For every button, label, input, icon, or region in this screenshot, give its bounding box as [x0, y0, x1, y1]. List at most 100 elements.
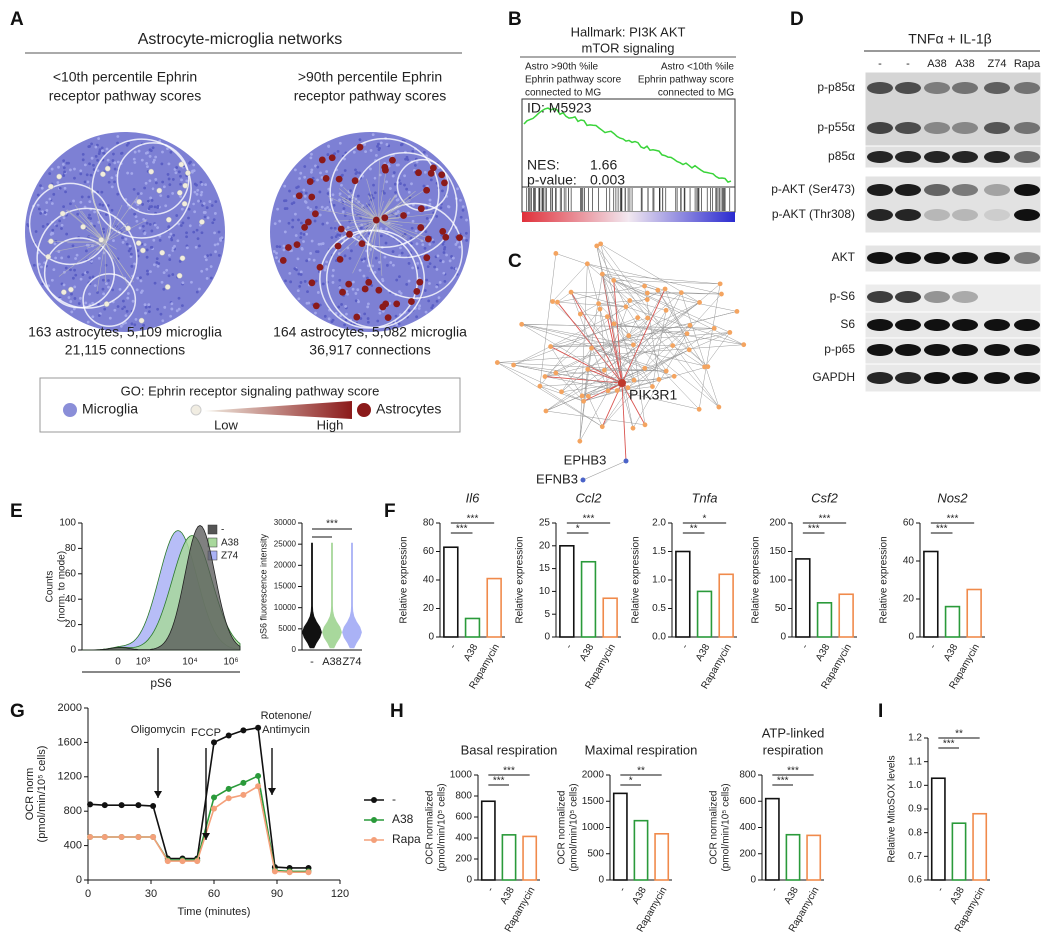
gene-node [655, 287, 661, 293]
gene-node [631, 377, 637, 383]
microglia-node [170, 238, 174, 242]
microglia-node [458, 245, 462, 249]
y-tick-label: 1600 [58, 736, 82, 748]
connection [58, 241, 106, 277]
microglia-node [139, 192, 143, 195]
microglia-node [405, 155, 409, 159]
chart-title: Ccl2 [575, 490, 602, 505]
bar [944, 605, 961, 638]
y-tick-label: 1.0 [652, 575, 666, 586]
y-tick-label: 80 [423, 518, 435, 529]
interaction [613, 280, 648, 294]
microglia-node [67, 296, 71, 299]
connection [67, 241, 106, 244]
microglia-node [149, 196, 153, 200]
astrocyte-node [429, 164, 437, 172]
blot-band [1014, 122, 1040, 134]
y-tick-label: 5 [544, 609, 550, 620]
y-tick-label: 1.2 [908, 733, 922, 744]
microglia-node [291, 218, 295, 222]
microglia-node [374, 154, 378, 157]
cluster-outline [366, 202, 463, 299]
microglia-node [197, 199, 200, 203]
microglia-node [202, 211, 206, 214]
interaction [625, 306, 667, 372]
microglia-node [325, 260, 329, 264]
microglia-node [351, 280, 355, 284]
microglia-node [36, 193, 40, 197]
blot-band [924, 82, 950, 94]
gene-node [598, 241, 604, 247]
microglia-node [205, 267, 209, 271]
p-label: p-value: [527, 172, 577, 188]
microglia-node [81, 152, 85, 156]
microglia-node [149, 245, 153, 249]
microglia-node [341, 210, 345, 214]
gene-node [741, 342, 747, 348]
bar [443, 546, 459, 638]
gene-node [663, 307, 669, 313]
astrocyte-node [179, 255, 186, 262]
microglia-node [378, 173, 382, 177]
interaction [544, 369, 605, 377]
connection [355, 219, 379, 246]
interaction [583, 366, 708, 402]
blot-band [867, 344, 893, 356]
microglia-node [303, 200, 307, 203]
blot-row-label: S6 [840, 317, 855, 331]
microglia-node [91, 275, 95, 279]
microglia-node [194, 245, 198, 249]
point [150, 834, 157, 840]
microglia-node [145, 255, 149, 259]
microglia-node [39, 211, 43, 215]
blot-band [1014, 151, 1040, 163]
lane-label: Z74 [988, 58, 1007, 70]
microglia-node [358, 171, 361, 175]
legend-swatch [207, 524, 218, 535]
microglia-node [116, 141, 119, 145]
astrocyte-node [279, 257, 287, 264]
microglia-node [437, 296, 441, 300]
cluster-outline [82, 273, 137, 327]
interaction [629, 300, 667, 311]
astrocyte-node [318, 156, 326, 164]
microglia-node [116, 160, 120, 164]
microglia-node [181, 221, 185, 225]
microglia-node [364, 150, 367, 153]
microglia-node [121, 307, 124, 311]
gene-node [650, 384, 655, 389]
microglia-node [416, 266, 420, 270]
blot-membrane [864, 175, 1042, 234]
gene-node [548, 344, 553, 349]
pik3r1-interaction [544, 376, 623, 384]
microglia-node [139, 276, 142, 280]
microglia-node [167, 274, 171, 278]
microglia-node [51, 231, 55, 235]
connection [104, 222, 129, 243]
microglia-node [175, 214, 179, 217]
microglia-node [97, 302, 100, 306]
interaction [539, 253, 557, 387]
blot-band [924, 184, 950, 196]
network-subtitle: receptor pathway scores [294, 88, 447, 104]
blot-band [984, 344, 1010, 356]
microglia-node [429, 178, 433, 182]
microglia-node [405, 282, 409, 286]
microglia-node [388, 187, 392, 190]
microglia-node [140, 158, 144, 162]
microglia-node [169, 232, 173, 236]
microglia-node [128, 247, 132, 251]
point [240, 727, 247, 734]
astrocyte-node [176, 189, 183, 196]
microglia-node [164, 204, 168, 208]
microglia-node [399, 182, 402, 185]
y-tick-label: 30000 [274, 518, 297, 527]
microglia-node [107, 180, 111, 184]
microglia-node [428, 282, 431, 285]
y-tick-label: 5000 [278, 624, 296, 633]
astrocyte-node [308, 279, 316, 287]
microglia-node [113, 167, 117, 171]
microglia-node [185, 235, 188, 239]
microglia-node [459, 198, 462, 202]
microglia-node [86, 180, 90, 184]
